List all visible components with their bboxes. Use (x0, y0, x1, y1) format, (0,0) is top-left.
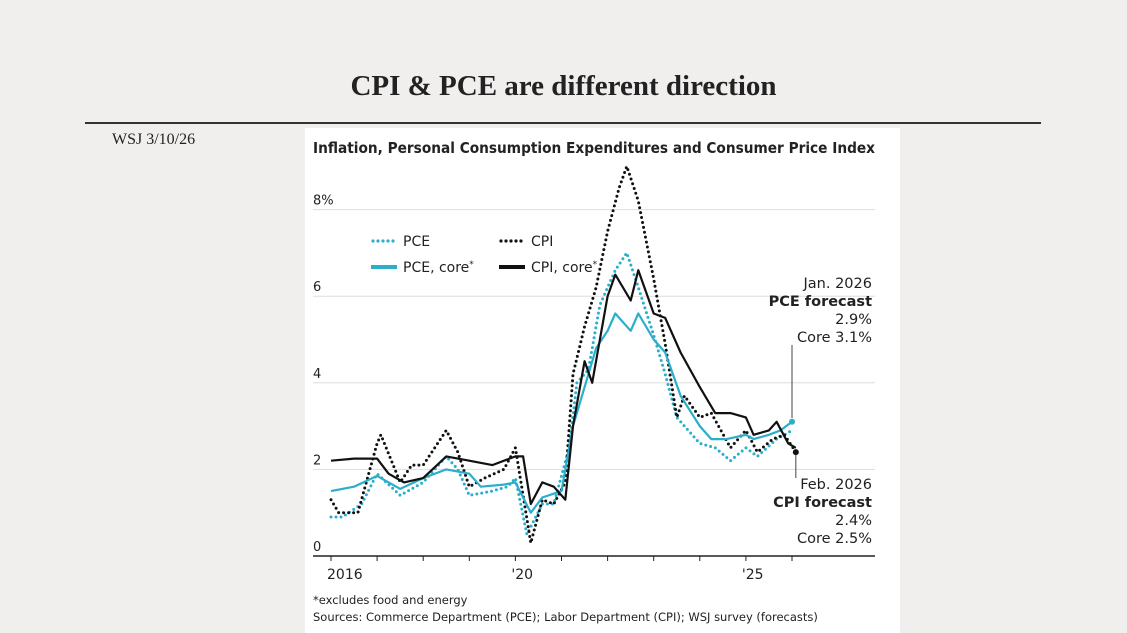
annotation-line: Core 3.1% (797, 330, 872, 346)
chart-panel: Inflation, Personal Consumption Expendit… (305, 128, 900, 633)
forecast-marker (789, 418, 795, 425)
x-tick-label: '25 (742, 567, 764, 583)
legend-label: PCE (403, 234, 430, 250)
legend-asterisk: * (593, 260, 598, 270)
annotation-line: CPI forecast (773, 495, 872, 511)
series-line-cpi-core (330, 269, 797, 506)
annotation-line: 2.9% (835, 312, 872, 328)
y-tick-label: 0 (313, 540, 321, 555)
legend-label: CPI, core* (531, 260, 598, 276)
slide-title: CPI & PCE are different direction (350, 70, 777, 102)
y-tick-label: 6 (313, 280, 321, 295)
annotation-line: 2.4% (835, 513, 872, 529)
y-tick-label: 2 (313, 453, 321, 468)
chart-title: Inflation, Personal Consumption Expendit… (313, 139, 875, 157)
annotation-line: PCE forecast (769, 294, 872, 310)
y-tick-label: 4 (313, 367, 321, 382)
annotation-line: Jan. 2026 (803, 276, 872, 292)
title-divider (85, 122, 1041, 124)
legend-asterisk: * (469, 260, 474, 270)
x-tick-label: '20 (511, 567, 533, 583)
forecast-marker (792, 449, 799, 456)
inflation-chart: Inflation, Personal Consumption Expendit… (313, 139, 875, 624)
x-tick-label: 2016 (327, 567, 363, 583)
source-note: WSJ 3/10/26 (112, 131, 196, 148)
annotation-line: Core 2.5% (797, 531, 872, 547)
y-tick-label: 8% (313, 194, 334, 209)
series-line-cpi (329, 164, 798, 545)
chart-sources: Sources: Commerce Department (PCE); Labo… (313, 610, 818, 624)
series-line-pce-core (330, 312, 793, 514)
legend-label: CPI (531, 234, 553, 250)
annotation-line: Feb. 2026 (800, 477, 872, 493)
chart-footnote: *excludes food and energy (313, 593, 468, 607)
legend-label: PCE, core* (403, 260, 474, 276)
